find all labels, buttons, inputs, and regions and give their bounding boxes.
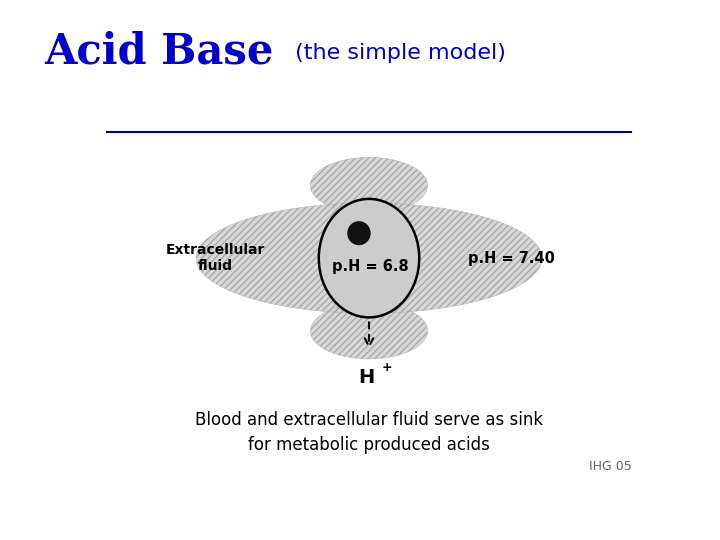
Text: Extracellular
fluid: Extracellular fluid	[166, 243, 265, 273]
Ellipse shape	[310, 157, 428, 213]
Bar	[62, 65, 145, 481]
Bar	[676, 65, 720, 481]
Text: for metabolic produced acids: for metabolic produced acids	[248, 436, 490, 454]
Bar	[90, 370, 648, 481]
Text: H: H	[358, 368, 374, 387]
Text: (the simple model): (the simple model)	[288, 43, 506, 63]
Ellipse shape	[347, 221, 371, 245]
Ellipse shape	[310, 303, 428, 359]
Text: +: +	[382, 361, 392, 374]
Text: p.H = 7.40: p.H = 7.40	[468, 251, 554, 266]
Text: p.H = 6.8: p.H = 6.8	[332, 259, 408, 274]
Text: Acid Base: Acid Base	[44, 30, 274, 72]
Ellipse shape	[319, 199, 419, 318]
Ellipse shape	[196, 203, 542, 313]
Bar	[90, 21, 648, 146]
Text: Blood and extracellular fluid serve as sink: Blood and extracellular fluid serve as s…	[195, 411, 543, 429]
Text: IHG 05: IHG 05	[588, 460, 631, 473]
